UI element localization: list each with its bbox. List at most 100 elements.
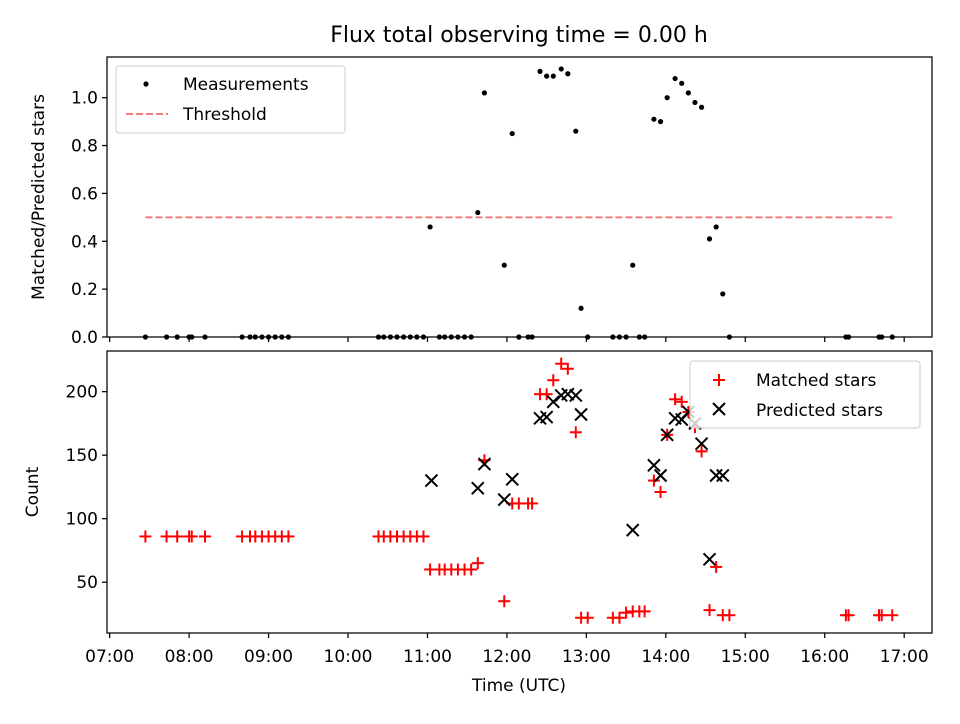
matched-star-point (875, 609, 888, 622)
matched-star-point (185, 530, 198, 543)
bottom-ytick-label: 200 (66, 383, 98, 403)
matched-star-point (613, 611, 626, 624)
matched-star-point (569, 426, 582, 439)
legend-measurements-marker (143, 81, 149, 87)
measurement-point (720, 291, 726, 297)
matched-star-point (886, 609, 899, 622)
matched-star-point (139, 530, 152, 543)
xtick-label: 14:00 (641, 647, 690, 667)
x-axis-label: Time (UTC) (471, 676, 566, 696)
predicted-star-point (477, 457, 492, 471)
matched-star-point (561, 362, 574, 375)
xtick-label: 15:00 (721, 647, 770, 667)
measurement-point (679, 80, 685, 86)
top-y-axis-label: Matched/Predicted stars (29, 94, 49, 300)
bottom-x-ticks: 07:00 08:00 09:00 10:00 11:00 12:00 13:00 14:00… (85, 633, 929, 667)
top-ytick-label: 0.4 (71, 232, 98, 252)
predicted-star-point (660, 428, 674, 442)
predicted-star-point (424, 473, 439, 488)
xtick-label: 10:00 (324, 647, 373, 667)
matched-star-point (654, 486, 667, 498)
bottom-ytick-label: 100 (66, 510, 98, 530)
measurement-point (713, 224, 719, 230)
predicted-star-point (539, 410, 554, 424)
measurement-point (630, 262, 636, 268)
measurement-point (501, 262, 507, 268)
matched-star-point (581, 611, 594, 624)
matched-star-point (465, 563, 478, 576)
matched-star-point (498, 595, 511, 608)
predicted-star-point (497, 492, 511, 507)
measurement-point (651, 116, 657, 122)
predicted-star-point (546, 395, 560, 409)
matched-star-point (417, 530, 430, 543)
top-axes-frame (106, 56, 933, 338)
legend-predicted-label: Predicted stars (756, 401, 883, 421)
measurement-point (558, 66, 564, 72)
measurement-point (481, 90, 488, 96)
matched-star-point (723, 609, 736, 622)
measurement-point (685, 90, 691, 96)
matched-star-point (647, 474, 660, 487)
predicted-star-point (647, 458, 661, 473)
predicted-star-point (694, 437, 709, 451)
bottom-ytick-label: 150 (66, 446, 98, 466)
chart-title: Flux total observing time = 0.00 h (330, 23, 708, 48)
matched-star-point (171, 530, 184, 543)
legend-predicted-marker (712, 402, 726, 416)
measurement-point (692, 99, 698, 106)
matched-star-point (547, 374, 560, 387)
legend-threshold-label: Threshold (182, 105, 267, 125)
measurement-point (672, 75, 678, 82)
matched-star-point (675, 395, 688, 408)
legend-measurements-label: Measurements (183, 75, 309, 95)
top-panel: 0.0 0.2 0.4 0.6 0.8 1.0 Matched/Predicted sta… (29, 56, 933, 348)
measurement-point (706, 236, 713, 242)
measurement-point (565, 71, 571, 77)
measurement-point (573, 128, 579, 134)
bottom-y-ticks: 50 100 150 200 (66, 383, 107, 593)
predicted-star-point (574, 407, 588, 422)
matched-star-point (555, 357, 568, 370)
matched-star-point (695, 445, 708, 458)
legend-matched-label: Matched stars (756, 371, 876, 391)
matched-star-point (842, 609, 855, 622)
top-ytick-label: 0.0 (71, 328, 98, 348)
xtick-label: 12:00 (482, 647, 531, 667)
measurement-point (664, 95, 670, 101)
matched-star-point (282, 530, 295, 543)
matched-star-point (710, 560, 723, 573)
matched-star-point (526, 497, 539, 510)
matched-star-point (638, 605, 651, 618)
legend-matched-marker (713, 374, 725, 386)
top-y-ticks: 0.0 0.2 0.4 0.6 0.8 1.0 (71, 89, 107, 348)
predicted-star-point (626, 523, 640, 537)
matched-star-point (160, 530, 173, 543)
top-ytick-label: 0.8 (71, 137, 98, 157)
top-ytick-label: 0.6 (71, 184, 98, 204)
predicted-star-point (653, 468, 668, 483)
xtick-label: 11:00 (403, 647, 452, 667)
measurement-point (537, 68, 543, 74)
matched-star-point (703, 604, 716, 617)
measurement-point (657, 119, 664, 125)
matched-star-point (198, 530, 211, 543)
bottom-panel: 50 100 150 200 07:00 08:00 09:00 10:00 11:00 12:… (23, 350, 933, 696)
bottom-axes-frame (106, 350, 933, 634)
measurement-point (509, 130, 515, 137)
measurement-point (550, 73, 556, 79)
bottom-y-axis-label: Count (23, 466, 43, 517)
top-ytick-label: 0.2 (71, 280, 98, 300)
xtick-label: 17:00 (880, 647, 929, 667)
xtick-label: 16:00 (800, 647, 849, 667)
xtick-label: 08:00 (165, 647, 214, 667)
measurement-point (475, 209, 481, 216)
measurement-point (698, 104, 705, 110)
predicted-star-point (716, 468, 730, 483)
measurement-point (427, 224, 433, 230)
measurement-point (544, 73, 550, 79)
predicted-star-point (471, 481, 485, 495)
matched-star-point (471, 557, 484, 570)
matched-star-point (620, 606, 633, 619)
